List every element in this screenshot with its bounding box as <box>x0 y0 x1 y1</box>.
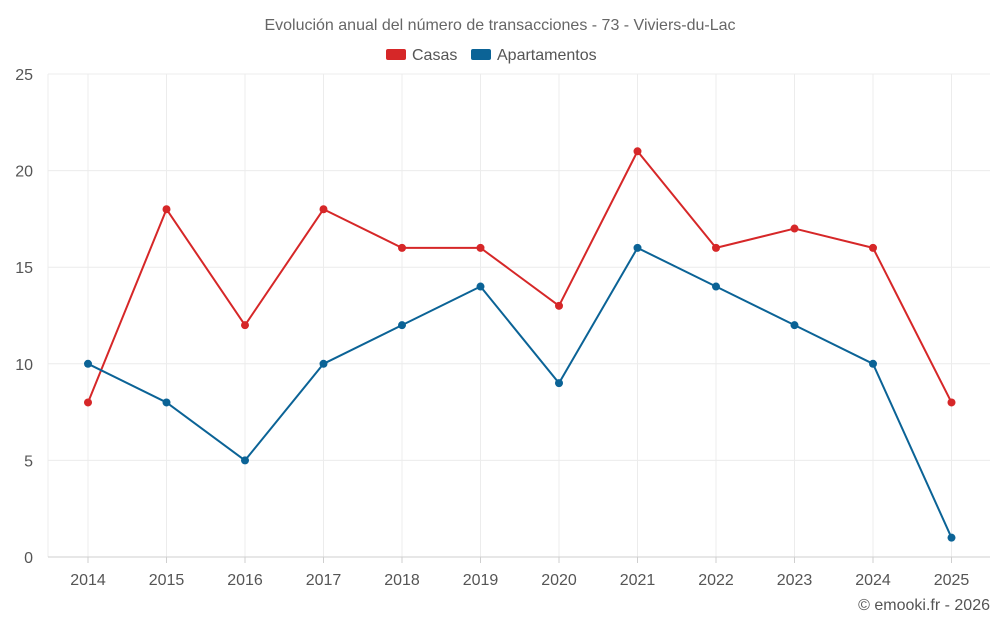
y-tick-label: 25 <box>15 67 33 84</box>
data-point-apartamentos[interactable] <box>790 321 799 330</box>
data-point-casas[interactable] <box>712 243 720 252</box>
x-tick-label: 2016 <box>227 572 263 589</box>
data-point-casas[interactable] <box>869 243 877 252</box>
data-point-apartamentos[interactable] <box>319 359 328 368</box>
series-line-apartamentos <box>87 246 953 539</box>
data-point-casas[interactable] <box>555 301 563 310</box>
data-point-casas[interactable] <box>84 398 92 407</box>
legend-label-casas: Casas <box>412 47 457 64</box>
data-point-apartamentos[interactable] <box>241 456 249 465</box>
x-axis: 2014 2015 2016 2017 2018 2019 2020 2021 2022 2023… <box>48 556 990 589</box>
data-point-casas[interactable] <box>790 224 799 233</box>
y-axis: 0 5 10 15 20 25 <box>15 67 33 567</box>
x-tick-label: 2019 <box>463 572 499 589</box>
chart-title: Evolución anual del número de transaccio… <box>264 17 735 34</box>
data-point-apartamentos[interactable] <box>869 359 877 368</box>
y-tick-label: 0 <box>24 550 33 567</box>
data-point-apartamentos[interactable] <box>84 359 92 368</box>
data-point-casas[interactable] <box>633 147 642 156</box>
data-point-apartamentos[interactable] <box>947 533 956 542</box>
y-tick-label: 20 <box>15 164 33 181</box>
series-line-casas <box>87 150 953 403</box>
legend-item-apartamentos[interactable]: Apartamentos <box>471 47 597 64</box>
x-tick-label: 2018 <box>384 572 420 589</box>
series <box>84 147 956 542</box>
x-tick-label: 2024 <box>855 572 891 589</box>
legend-item-casas[interactable]: Casas <box>386 47 457 64</box>
y-tick-label: 15 <box>15 260 33 277</box>
x-tick-label: 2020 <box>541 572 577 589</box>
data-point-casas[interactable] <box>398 243 406 252</box>
credit-text: © emooki.fr - 2026 <box>858 597 990 614</box>
legend-swatch-casas <box>386 49 406 60</box>
legend: Casas Apartamentos <box>386 47 597 64</box>
grid <box>47 73 990 557</box>
data-point-casas[interactable] <box>947 398 956 407</box>
x-tick-label: 2017 <box>306 572 342 589</box>
data-point-apartamentos[interactable] <box>162 398 171 407</box>
data-point-apartamentos[interactable] <box>633 243 642 252</box>
data-point-apartamentos[interactable] <box>555 379 563 388</box>
data-point-casas[interactable] <box>241 321 249 330</box>
data-point-casas[interactable] <box>476 243 485 252</box>
x-tick-label: 2023 <box>777 572 813 589</box>
data-point-casas[interactable] <box>162 205 171 214</box>
data-point-apartamentos[interactable] <box>398 321 406 330</box>
data-point-apartamentos[interactable] <box>476 282 485 291</box>
x-tick-label: 2025 <box>934 572 970 589</box>
y-tick-label: 5 <box>24 453 33 470</box>
legend-label-apartamentos: Apartamentos <box>497 47 597 64</box>
y-tick-label: 10 <box>15 357 33 374</box>
legend-swatch-apartamentos <box>471 49 491 60</box>
x-tick-label: 2014 <box>70 572 106 589</box>
data-point-casas[interactable] <box>319 205 328 214</box>
data-point-apartamentos[interactable] <box>712 282 720 291</box>
x-tick-label: 2015 <box>149 572 185 589</box>
x-tick-label: 2021 <box>620 572 656 589</box>
x-tick-label: 2022 <box>698 572 734 589</box>
